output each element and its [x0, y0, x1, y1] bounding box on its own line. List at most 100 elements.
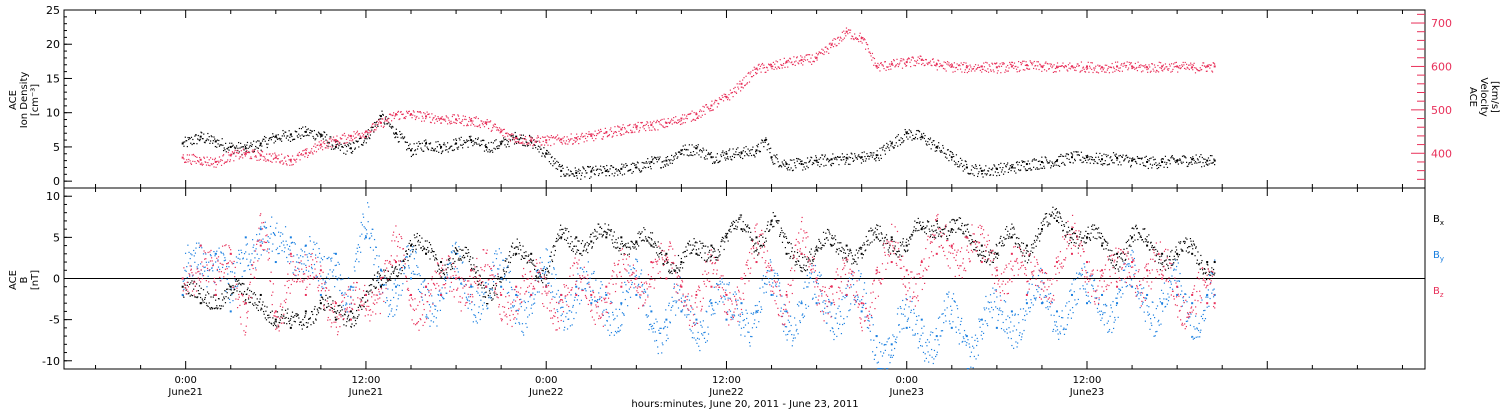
scatter-dot — [245, 299, 247, 301]
scatter-dot — [892, 250, 895, 252]
scatter-dot — [582, 136, 584, 138]
scatter-dot — [429, 142, 432, 144]
scatter-dot — [286, 164, 288, 166]
scatter-dot — [535, 147, 537, 149]
scatter-dot — [408, 144, 410, 147]
scatter-dot — [222, 305, 224, 307]
scatter-dot — [457, 114, 459, 116]
scatter-dot — [464, 246, 466, 248]
scatter-dot — [358, 146, 360, 148]
scatter-dot — [845, 159, 848, 161]
data-point — [1070, 228, 1073, 231]
scatter-dot — [267, 159, 269, 161]
scatter-dot — [841, 153, 843, 155]
scatter-dot — [1172, 157, 1174, 159]
scatter-dot — [836, 37, 839, 39]
scatter-dot — [1024, 69, 1026, 71]
scatter-dot — [282, 129, 284, 132]
scatter-dot — [574, 167, 576, 169]
scatter-dot — [439, 118, 441, 120]
scatter-dot — [889, 245, 891, 247]
scatter-dot — [462, 254, 465, 257]
scatter-dot — [380, 122, 382, 124]
scatter-dot — [459, 122, 462, 124]
scatter-dot — [505, 132, 507, 135]
scatter-dot — [287, 135, 289, 137]
scatter-dot — [951, 219, 953, 221]
scatter-dot — [1045, 61, 1047, 63]
data-point — [485, 121, 488, 124]
scatter-dot — [275, 321, 277, 323]
scatter-dot — [575, 245, 577, 247]
scatter-dot — [798, 162, 800, 165]
scatter-dot — [1158, 167, 1160, 169]
scatter-dot — [422, 245, 424, 247]
scatter-dot — [954, 220, 956, 222]
scatter-dot — [436, 258, 438, 261]
scatter-dot — [576, 251, 578, 253]
scatter-dot — [1093, 69, 1095, 71]
scatter-dot — [248, 151, 251, 154]
scatter-dot — [703, 245, 705, 247]
scatter-dot — [1182, 161, 1184, 163]
scatter-dot — [533, 143, 535, 146]
scatter-dot — [1033, 67, 1035, 70]
scatter-dot — [511, 246, 513, 248]
scatter-dot — [1146, 68, 1148, 71]
scatter-dot — [752, 69, 754, 71]
scatter-dot — [185, 161, 187, 163]
scatter-dot — [710, 259, 712, 261]
scatter-dot — [347, 143, 349, 146]
scatter-dot — [930, 234, 932, 236]
scatter-dot — [955, 231, 957, 233]
scatter-dot — [935, 147, 937, 149]
scatter-dot — [871, 52, 874, 55]
scatter-dot — [817, 250, 819, 252]
scatter-dot — [189, 283, 191, 286]
data-point — [575, 171, 578, 174]
scatter-dot — [993, 164, 995, 166]
scatter-dot — [843, 30, 845, 32]
scatter-dot — [787, 169, 789, 171]
scatter-dot — [706, 158, 708, 160]
scatter-dot — [873, 158, 876, 160]
data-point — [1055, 159, 1058, 162]
scatter-dot — [936, 69, 938, 71]
scatter-dot — [664, 164, 666, 166]
scatter-dot — [739, 155, 741, 157]
scatter-dot — [722, 96, 724, 98]
scatter-dot — [509, 261, 511, 264]
scatter-dot — [939, 226, 941, 229]
scatter-dot — [618, 250, 620, 252]
scatter-dot — [522, 137, 525, 140]
scatter-dot — [778, 165, 781, 167]
scatter-dot — [225, 161, 227, 163]
scatter-dot — [443, 142, 445, 144]
scatter-dot — [201, 132, 203, 134]
scatter-dot — [428, 113, 430, 115]
scatter-dot — [944, 61, 947, 64]
scatter-dot — [296, 313, 298, 315]
scatter-dot — [823, 245, 825, 247]
scatter-dot — [421, 115, 423, 117]
scatter-dot — [716, 106, 718, 108]
scatter-dot — [345, 142, 347, 144]
scatter-dot — [1032, 251, 1034, 254]
scatter-dot — [599, 226, 602, 228]
scatter-dot — [438, 119, 441, 121]
scatter-dot — [1014, 167, 1016, 169]
scatter-dot — [256, 159, 258, 161]
scatter-dot — [408, 110, 410, 113]
scatter-dot — [1160, 62, 1162, 64]
scatter-dot — [703, 149, 705, 151]
scatter-dot — [294, 130, 296, 132]
scatter-dot — [960, 229, 962, 231]
scatter-dot — [482, 296, 484, 298]
scatter-dot — [214, 145, 216, 148]
scatter-dot — [244, 145, 247, 148]
scatter-dot — [723, 248, 725, 251]
scatter-dot — [491, 287, 494, 289]
scatter-dot — [1125, 155, 1127, 157]
scatter-dot — [242, 157, 244, 159]
scatter-dot — [1037, 228, 1040, 230]
